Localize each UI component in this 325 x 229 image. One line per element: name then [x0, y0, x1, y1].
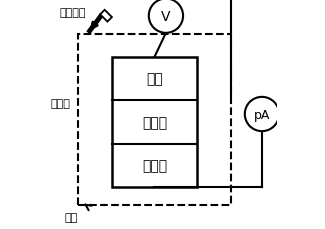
Text: 加热: 加热	[64, 212, 77, 222]
Text: 氧化层: 氧化层	[142, 115, 167, 129]
Circle shape	[245, 97, 279, 132]
Text: 密封腔: 密封腔	[50, 98, 70, 108]
Text: 栅极: 栅极	[146, 72, 163, 86]
Text: pA: pA	[254, 108, 270, 121]
Circle shape	[149, 0, 183, 34]
Bar	[78, 35, 231, 206]
Bar	[112, 58, 197, 187]
Text: 可见光照: 可见光照	[59, 8, 86, 17]
Bar	[100, 11, 112, 22]
Text: V: V	[161, 10, 171, 24]
Text: 硅衬底: 硅衬底	[142, 159, 167, 173]
